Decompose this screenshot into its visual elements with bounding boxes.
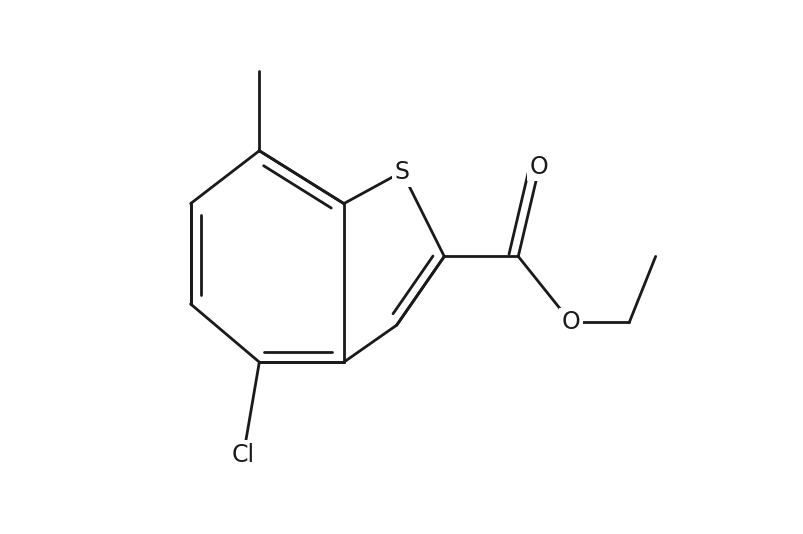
Text: S: S xyxy=(394,160,409,184)
Text: O: O xyxy=(561,310,580,334)
Text: O: O xyxy=(529,155,548,178)
Text: Cl: Cl xyxy=(231,443,255,467)
